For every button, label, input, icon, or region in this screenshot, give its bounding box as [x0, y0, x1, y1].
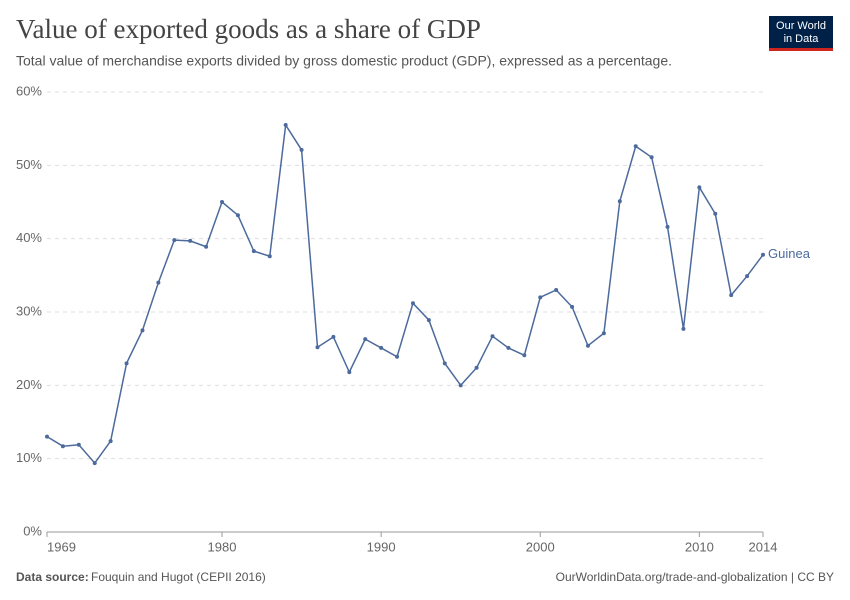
- point: [761, 252, 765, 257]
- point: [108, 439, 113, 444]
- logo-box[interactable]: [769, 16, 833, 50]
- point: [506, 345, 511, 350]
- chart-title: Value of exported goods as a share of GD…: [16, 14, 481, 44]
- point: [156, 280, 161, 285]
- x-tick-label: 1980: [208, 539, 237, 554]
- point: [729, 293, 734, 298]
- point: [379, 345, 384, 350]
- point: [697, 185, 702, 190]
- point: [267, 254, 272, 259]
- point: [172, 238, 177, 243]
- series-line: [46, 122, 764, 465]
- point: [92, 461, 97, 466]
- point: [522, 353, 527, 358]
- source-url[interactable]: OurWorldinData.org/trade-and-globalizati…: [556, 570, 834, 584]
- point: [538, 295, 543, 300]
- point: [204, 244, 209, 249]
- point: [76, 442, 81, 447]
- x-tick-label: 2014: [749, 539, 778, 554]
- point: [442, 361, 447, 366]
- logo-underline: [769, 48, 833, 51]
- point: [283, 123, 288, 127]
- point: [617, 199, 622, 204]
- point: [60, 444, 65, 449]
- point: [633, 144, 638, 149]
- point: [601, 331, 606, 336]
- y-tick-label: 60%: [16, 83, 42, 98]
- point: [458, 383, 463, 388]
- point: [745, 274, 750, 279]
- point: [331, 334, 336, 339]
- point: [45, 434, 49, 439]
- logo-text: Our World: [776, 20, 826, 32]
- point: [299, 147, 304, 152]
- point: [570, 304, 575, 309]
- point: [410, 301, 415, 306]
- point: [426, 318, 431, 323]
- point: [347, 370, 352, 375]
- series-label: Guinea: [768, 246, 811, 261]
- source: Fouquin and Hugot (CEPII 2016): [91, 570, 266, 584]
- point: [315, 345, 320, 350]
- x-tick-label: 2000: [526, 539, 555, 554]
- logo-text: in Data: [784, 33, 820, 45]
- point: [681, 326, 686, 331]
- point: [649, 155, 654, 160]
- y-tick-label: 50%: [16, 157, 42, 172]
- point: [251, 249, 256, 254]
- point: [395, 354, 400, 359]
- y-tick-label: 30%: [16, 303, 42, 318]
- y-tick-label: 0%: [23, 523, 42, 538]
- point: [585, 343, 590, 348]
- chart-subtitle: Total value of merchandise exports divid…: [16, 53, 672, 69]
- x-tick-label: 2010: [685, 539, 714, 554]
- point: [363, 337, 368, 342]
- point: [140, 328, 145, 333]
- source-label: Data source:: [16, 570, 89, 584]
- point: [713, 211, 718, 216]
- point: [188, 238, 193, 243]
- point: [220, 200, 225, 204]
- point: [124, 361, 129, 366]
- y-tick-label: 10%: [16, 450, 42, 465]
- point: [490, 334, 495, 339]
- point: [554, 288, 559, 292]
- x-tick-label: 1969: [47, 539, 76, 554]
- point: [235, 213, 240, 218]
- y-tick-label: 20%: [16, 377, 42, 392]
- point: [474, 365, 479, 370]
- x-tick-label: 1990: [367, 539, 396, 554]
- point: [665, 224, 670, 229]
- y-tick-label: 40%: [16, 230, 42, 245]
